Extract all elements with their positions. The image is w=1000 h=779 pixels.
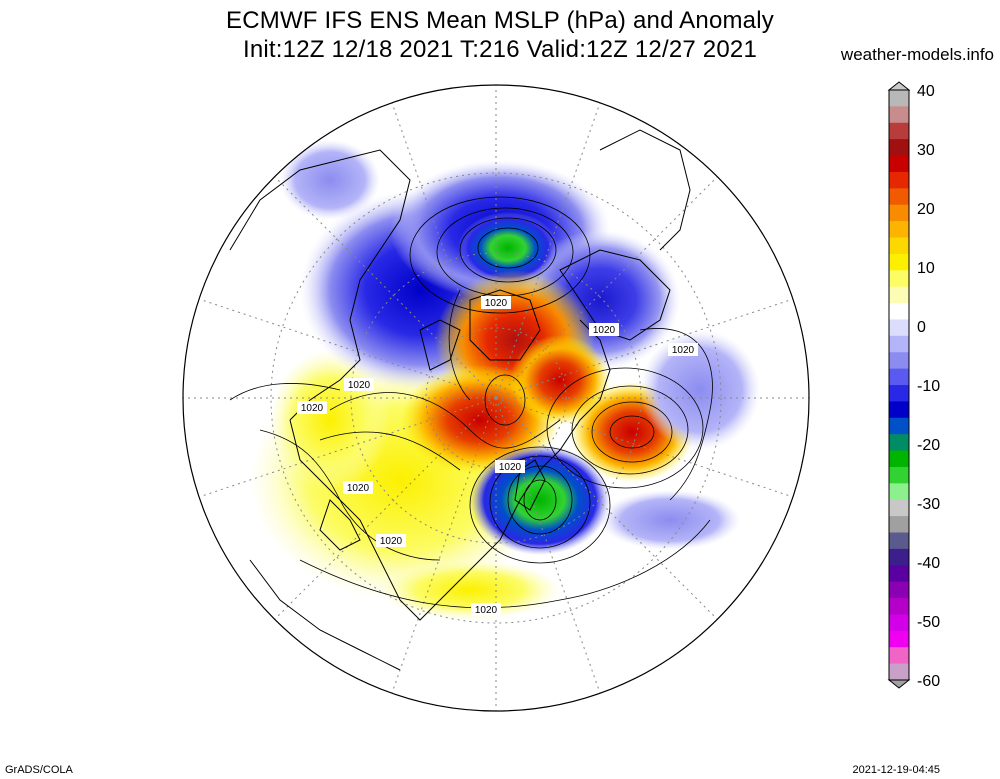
strong-negative-center — [458, 212, 558, 284]
isobar-label: 1020 — [376, 534, 406, 547]
colorbar-step — [889, 335, 909, 353]
colorbar-step — [889, 188, 909, 206]
brand-label: weather-models.info — [840, 45, 994, 64]
svg-text:1020: 1020 — [475, 605, 498, 616]
svg-text:1020: 1020 — [301, 403, 324, 414]
chart-title: ECMWF IFS ENS Mean MSLP (hPa) and Anomal… — [120, 6, 880, 64]
colorbar-tick: -60 — [917, 673, 940, 690]
colorbar-tick: -30 — [917, 496, 940, 513]
svg-text:1020: 1020 — [499, 462, 522, 473]
colorbar-step — [889, 139, 909, 157]
colorbar-step — [889, 532, 909, 550]
coastlines — [229, 129, 691, 671]
isobar-label: 1020 — [471, 603, 501, 616]
isobar-labels: 1020 1020 1020 1020 1020 1020 1020 1020 … — [297, 296, 698, 616]
isobar-label: 1020 — [668, 343, 698, 356]
colorbar-step — [889, 663, 909, 681]
title-line-2: Init:12Z 12/18 2021 T:216 Valid:12Z 12/2… — [242, 36, 758, 63]
isobar-label: 1020 — [297, 401, 327, 414]
software-credit: GrADS/COLA — [5, 764, 73, 776]
colorbar-step — [889, 352, 909, 370]
map-boundary — [182, 84, 810, 712]
colorbar-step — [889, 171, 909, 189]
isobar-label: 1020 — [589, 323, 619, 336]
colorbar-tick: -20 — [917, 437, 940, 454]
colorbar-tick-labels: 40 30 20 10 0 -10 -20 -30 -40 -50 -60 — [917, 83, 940, 690]
colorbar-step — [889, 565, 909, 583]
colorbar-step — [889, 368, 909, 386]
anomaly-field — [183, 85, 809, 711]
colorbar-tick: 10 — [917, 260, 935, 277]
svg-text:1020: 1020 — [380, 536, 403, 547]
svg-text:1020: 1020 — [672, 345, 695, 356]
colorbar-tick: -10 — [917, 378, 940, 395]
colorbar-tick: 0 — [917, 319, 926, 336]
colorbar-step — [889, 270, 909, 288]
colorbar-step — [889, 401, 909, 419]
colorbar-step — [889, 434, 909, 452]
graticule — [183, 85, 809, 711]
isobar-label: 1020 — [495, 460, 525, 473]
svg-text:1020: 1020 — [347, 483, 370, 494]
colorbar-step — [889, 581, 909, 599]
colorbar-step — [889, 499, 909, 517]
colorbar-step — [889, 253, 909, 271]
colorbar-step — [889, 385, 909, 402]
colorbar-tick: -50 — [917, 614, 940, 631]
isobars — [229, 196, 713, 609]
colorbar-step — [889, 204, 909, 222]
colorbar-top-arrow — [887, 81, 911, 91]
colorbar-tick: 20 — [917, 201, 935, 218]
svg-text:1020: 1020 — [593, 325, 616, 336]
colorbar-step — [889, 90, 909, 107]
colorbar-step — [889, 237, 909, 255]
colorbar-step — [889, 466, 909, 484]
isobar-label: 1020 — [344, 378, 374, 391]
colorbar-tick: 30 — [917, 142, 935, 159]
isobar-label: 1020 — [343, 481, 373, 494]
colorbar-step — [889, 106, 909, 124]
colorbar-step — [889, 155, 909, 173]
svg-text:1020: 1020 — [485, 298, 508, 309]
colorbar-step — [889, 221, 909, 238]
colorbar-step — [889, 450, 909, 468]
colorbar-step — [889, 614, 909, 632]
svg-text:1020: 1020 — [348, 380, 371, 391]
colorbar-bottom-arrow — [887, 679, 911, 689]
colorbar-step — [889, 598, 909, 615]
colorbar-step — [889, 122, 909, 140]
colorbar-frame — [888, 89, 910, 681]
colorbar-step — [889, 630, 909, 648]
colorbar-step — [889, 286, 909, 304]
colorbar-step — [889, 319, 909, 337]
isobar-label: 1020 — [481, 296, 511, 309]
colorbar-step — [889, 516, 909, 533]
colorbar-tick: -40 — [917, 555, 940, 572]
colorbar-tick: 40 — [917, 83, 935, 100]
colorbar-step — [889, 303, 909, 320]
title-line-1: ECMWF IFS ENS Mean MSLP (hPa) and Anomal… — [226, 7, 774, 34]
render-timestamp: 2021-12-19-04:45 — [852, 764, 940, 776]
colorbar-step — [889, 548, 909, 566]
colorbar-step — [889, 647, 909, 665]
colorbar-steps — [889, 90, 909, 681]
colorbar-step — [889, 483, 909, 501]
colorbar-step — [889, 417, 909, 435]
